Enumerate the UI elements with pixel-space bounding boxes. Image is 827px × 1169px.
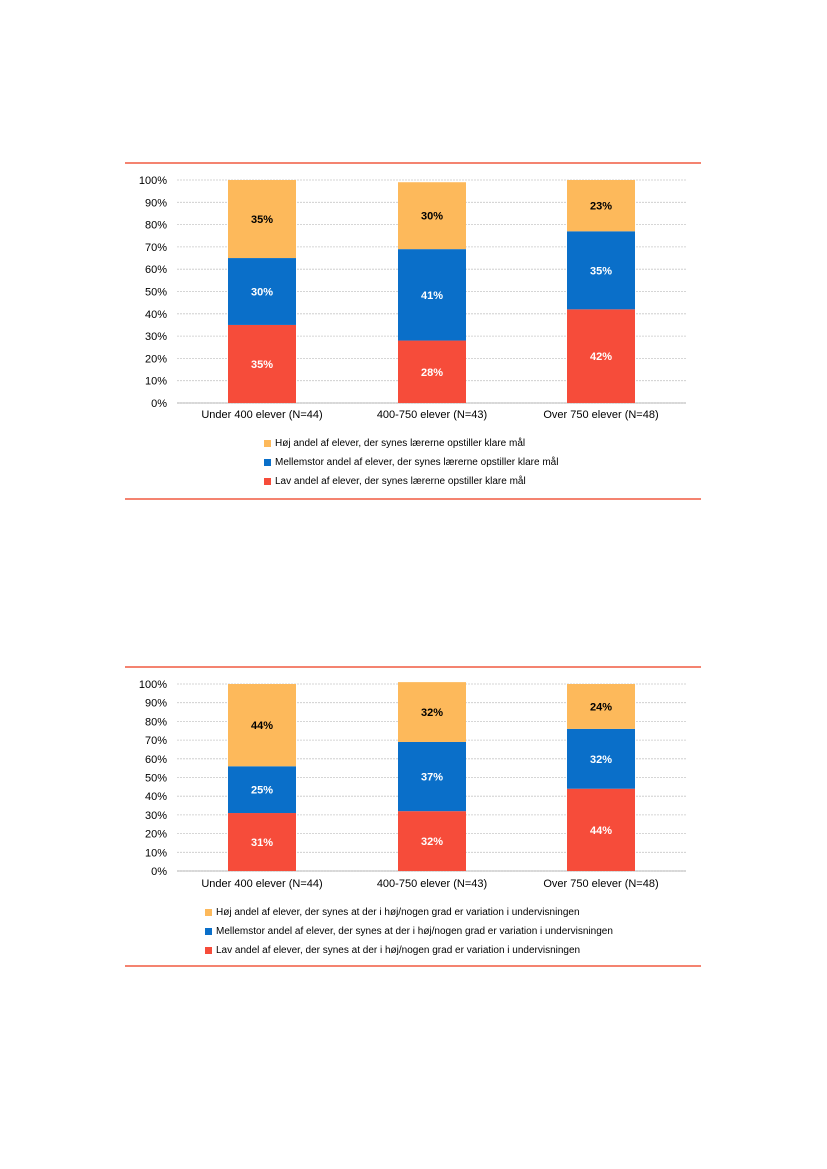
bar-segment-mellem [567,231,635,310]
legend-swatch-lav [264,478,271,485]
legend-item-hoej: Høj andel af elever, der synes at der i … [205,903,613,922]
bar-segment-lav [567,788,635,871]
legend-item-lav: Lav andel af elever, der synes lærerne o… [264,472,558,491]
y-tick-label: 40% [145,309,167,321]
legend-swatch-lav [205,947,212,954]
legend-label: Lav andel af elever, der synes lærerne o… [275,476,526,487]
chart-1-svg: 0% 10% 20% 30% 40% 50% 60% 70% 80% 90% 100% 35% 30% 3… [125,162,701,500]
bar-segment-mellem [398,249,466,341]
legend-label: Høj andel af elever, der synes lærerne o… [275,438,526,449]
y-tick-label: 60% [145,264,167,276]
legend-label: Høj andel af elever, der synes at der i … [216,907,580,918]
data-label: 35% [590,265,612,277]
y-tick-label: 80% [145,716,167,728]
bar-segment-hoej [228,180,296,259]
y-tick-label: 0% [151,398,167,410]
x-category-label: Under 400 elever (N=44) [201,409,322,421]
y-tick-label: 30% [145,331,167,343]
data-label: 23% [590,201,612,213]
y-tick-label: 50% [145,773,167,785]
y-tick-label: 100% [139,679,167,691]
y-tick-label: 40% [145,791,167,803]
data-label: 30% [421,211,443,223]
x-category-label: Over 750 elever (N=48) [543,409,658,421]
x-category-label: Over 750 elever (N=48) [543,878,658,890]
legend-item-mellem: Mellemstor andel af elever, der synes læ… [264,453,558,472]
data-label: 42% [590,351,612,363]
legend-swatch-mellem [205,928,212,935]
data-label: 35% [251,214,273,226]
chart-1-legend: Høj andel af elever, der synes lærerne o… [264,434,558,491]
bar-segment-mellem [228,258,296,325]
data-label: 25% [251,785,273,797]
legend-item-lav: Lav andel af elever, der synes at der i … [205,941,613,960]
data-label: 32% [421,707,443,719]
bar-segment-lav [398,811,466,871]
legend-label: Mellemstor andel af elever, der synes læ… [275,457,559,468]
data-label: 44% [251,720,273,732]
data-label: 41% [421,290,443,302]
bar-segment-lav [398,340,466,403]
bar-segment-hoej [228,684,296,767]
chart-2-svg: 0% 10% 20% 30% 40% 50% 60% 70% 80% 90% 100% 31% 25% 4… [125,666,701,967]
y-tick-label: 60% [145,754,167,766]
legend-swatch-hoej [205,909,212,916]
bar-segment-lav [228,324,296,403]
legend-item-mellem: Mellemstor andel af elever, der synes at… [205,922,613,941]
bar-segment-hoej [567,684,635,729]
data-label: 37% [421,772,443,784]
data-label: 32% [421,836,443,848]
y-tick-label: 50% [145,287,167,299]
data-label: 44% [590,825,612,837]
y-tick-label: 90% [145,698,167,710]
chart-2-legend: Høj andel af elever, der synes at der i … [205,903,613,960]
data-label: 28% [421,367,443,379]
bar-segment-mellem [228,766,296,814]
legend-item-hoej: Høj andel af elever, der synes lærerne o… [264,434,558,453]
bar-segment-mellem [398,741,466,812]
y-tick-label: 20% [145,829,167,841]
y-tick-label: 80% [145,220,167,232]
bar-segment-mellem [567,728,635,789]
data-label: 30% [251,287,273,299]
bar-segment-hoej [398,182,466,250]
y-tick-label: 20% [145,353,167,365]
data-label: 35% [251,359,273,371]
legend-swatch-hoej [264,440,271,447]
y-tick-label: 70% [145,242,167,254]
chart-figure-1: 0% 10% 20% 30% 40% 50% 60% 70% 80% 90% 100% 35% 30% 3… [0,0,827,520]
legend-label: Mellemstor andel af elever, der synes at… [216,926,613,937]
bar-segment-lav [228,813,296,871]
x-category-label: Under 400 elever (N=44) [201,878,322,890]
data-label: 24% [590,701,612,713]
chart-figure-2: 0% 10% 20% 30% 40% 50% 60% 70% 80% 90% 100% 31% 25% 4… [0,500,827,980]
y-tick-label: 10% [145,376,167,388]
chart-2-plot: 0% 10% 20% 30% 40% 50% 60% 70% 80% 90% 100% 31% 25% 4… [139,679,686,890]
chart-1-plot: 0% 10% 20% 30% 40% 50% 60% 70% 80% 90% 100% 35% 30% 3… [139,175,686,421]
y-tick-label: 100% [139,175,167,187]
bar-segment-hoej [398,682,466,742]
x-category-label: 400-750 elever (N=43) [377,878,487,890]
y-tick-label: 0% [151,866,167,878]
data-label: 32% [590,754,612,766]
legend-label: Lav andel af elever, der synes at der i … [216,945,581,956]
legend-swatch-mellem [264,459,271,466]
y-tick-label: 90% [145,197,167,209]
y-tick-label: 10% [145,847,167,859]
x-category-label: 400-750 elever (N=43) [377,409,487,421]
bar-segment-hoej [567,180,635,232]
y-tick-label: 70% [145,735,167,747]
bar-segment-lav [567,309,635,403]
y-tick-label: 30% [145,810,167,822]
data-label: 31% [251,837,273,849]
